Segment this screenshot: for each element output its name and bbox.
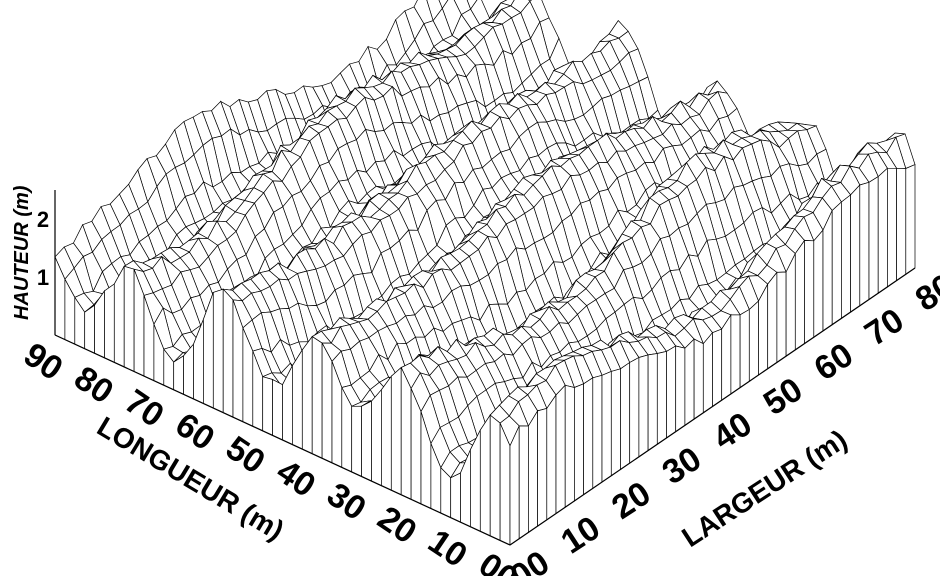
y-tick-label: 70 bbox=[858, 301, 910, 353]
skirt-panel bbox=[222, 288, 234, 418]
z-axis-title: HAUTEUR (m) bbox=[11, 185, 33, 320]
skirt-panel bbox=[601, 370, 612, 483]
mesh-cell bbox=[438, 0, 449, 10]
x-tick-label: 90 bbox=[17, 336, 70, 389]
skirt-panel bbox=[675, 345, 686, 433]
skirt-panel bbox=[546, 393, 557, 521]
skirt-panel bbox=[292, 348, 303, 450]
y-tick-label: 50 bbox=[757, 370, 809, 422]
skirt-panel bbox=[537, 407, 548, 527]
skirt-panel bbox=[371, 388, 382, 487]
skirt-panel bbox=[381, 375, 392, 491]
skirt-panel bbox=[702, 331, 713, 414]
skirt-panel bbox=[113, 264, 125, 368]
y-tick-label: 40 bbox=[706, 405, 758, 457]
skirt-panel bbox=[877, 167, 888, 294]
skirt-panel bbox=[887, 167, 897, 288]
y-axis-line bbox=[509, 267, 916, 546]
skirt-panel bbox=[361, 400, 372, 482]
skirt-panel bbox=[666, 345, 677, 439]
skirt-panel bbox=[104, 283, 115, 363]
skirt-panel bbox=[574, 383, 584, 502]
x-tick-label: 40 bbox=[270, 452, 323, 505]
skirt-panel bbox=[831, 201, 842, 326]
x-tick-label: 60 bbox=[169, 406, 222, 459]
skirt-panel bbox=[583, 377, 594, 496]
x-tick-label: 20 bbox=[371, 499, 424, 552]
skirt-panel bbox=[212, 288, 224, 414]
y-tick-label: 10 bbox=[554, 509, 606, 561]
skirt-panel bbox=[311, 335, 323, 459]
skirt-panel bbox=[528, 409, 538, 534]
skirt-panel bbox=[629, 356, 640, 464]
skirt-panel bbox=[620, 361, 631, 471]
skirt-panel bbox=[868, 175, 879, 301]
skirt-panel bbox=[850, 184, 861, 313]
skirt-panel bbox=[638, 354, 649, 458]
skirt-panel bbox=[321, 342, 333, 464]
z-tick-label: 1 bbox=[37, 265, 49, 290]
skirt-panel bbox=[712, 328, 723, 408]
y-tick-label: 60 bbox=[808, 336, 860, 388]
skirt-panel bbox=[730, 314, 741, 395]
x-axis-line bbox=[54, 334, 511, 546]
skirt-panel bbox=[489, 414, 501, 541]
skirt-panel bbox=[400, 367, 412, 500]
skirt-panel bbox=[813, 229, 824, 338]
skirt-panel bbox=[905, 164, 916, 275]
skirt-panel bbox=[564, 384, 575, 508]
skirt-panel bbox=[721, 313, 732, 401]
skirt-panel bbox=[785, 253, 796, 357]
x-tick-label: 80 bbox=[67, 359, 120, 412]
x-tick-label: 10 bbox=[421, 522, 474, 575]
skirt-panel bbox=[684, 338, 695, 427]
skirt-panel bbox=[390, 366, 402, 496]
skirt-panel bbox=[262, 376, 273, 436]
skirt-panel bbox=[123, 265, 135, 373]
skirt-panel bbox=[509, 425, 520, 546]
x-tick-label: 50 bbox=[219, 429, 272, 482]
skirt-panel bbox=[767, 271, 778, 370]
y-tick-label: 00 bbox=[504, 544, 556, 576]
skirt-panel bbox=[776, 271, 787, 364]
skirt-panel bbox=[555, 384, 566, 515]
skirt-panel bbox=[592, 374, 603, 489]
skirt-panel bbox=[804, 240, 815, 345]
x-tick-label: 30 bbox=[320, 476, 373, 529]
y-tick-label: 30 bbox=[656, 440, 708, 492]
skirt-panel bbox=[479, 413, 491, 537]
skirt-panel bbox=[301, 335, 313, 455]
skirt-panel bbox=[739, 308, 750, 389]
skirt-panel bbox=[841, 194, 851, 320]
skirt-panel bbox=[896, 167, 907, 282]
y-tick-label: 20 bbox=[605, 474, 657, 526]
skirt-panel bbox=[450, 472, 461, 523]
skirt-panel bbox=[647, 353, 658, 452]
skirt-panel bbox=[822, 210, 833, 332]
skirt-panel bbox=[748, 300, 759, 382]
skirt-panel bbox=[656, 350, 667, 445]
skirt-panel bbox=[272, 378, 283, 441]
skirt-panel bbox=[351, 405, 362, 478]
skirt-panel bbox=[794, 239, 805, 351]
y-tick-label: 80 bbox=[909, 267, 940, 319]
skirt-panel bbox=[84, 304, 95, 354]
skirt-panel bbox=[693, 338, 704, 420]
axes bbox=[54, 190, 916, 546]
skirt-panel bbox=[518, 425, 529, 540]
skirt-panel bbox=[859, 181, 870, 307]
z-tick-label: 2 bbox=[37, 207, 49, 232]
surface-mesh bbox=[54, 0, 916, 546]
skirt-panel bbox=[173, 355, 184, 395]
y-axis-title: LARGEUR (m) bbox=[676, 424, 852, 553]
skirt-panel bbox=[610, 368, 621, 477]
